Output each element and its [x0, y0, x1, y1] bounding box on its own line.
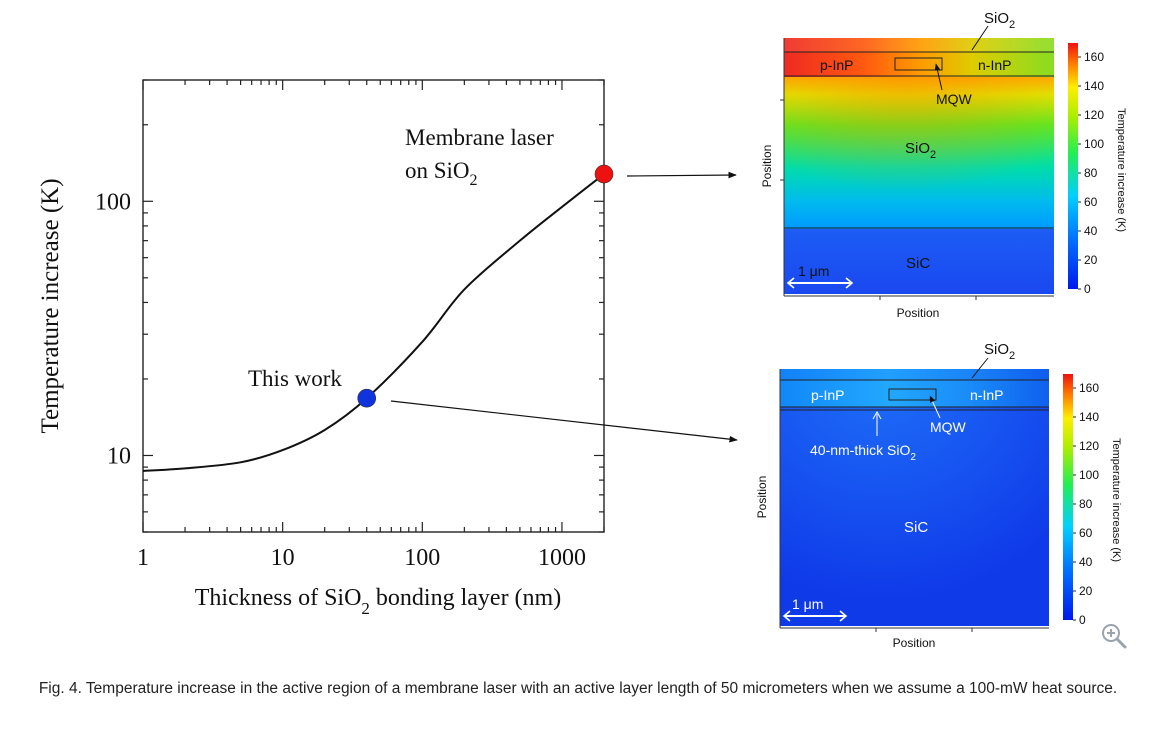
- colorbar-tick-label: 20: [1079, 584, 1093, 598]
- colorbar-tick-label: 140: [1079, 410, 1099, 424]
- sio2-center-label: SiO2: [905, 140, 936, 161]
- zoom-in-icon[interactable]: [1100, 622, 1128, 650]
- mqw-label: MQW: [936, 91, 973, 107]
- colorbar-tick-label: 0: [1079, 613, 1086, 627]
- thin-sio2-label: 40-nm-thick SiO2: [810, 442, 916, 463]
- x-axis-label: Thickness of SiO2 bonding layer (nm): [195, 585, 561, 618]
- y-axis-label: Temperature increase (K): [37, 178, 64, 433]
- x-tick-label: 10: [271, 545, 295, 571]
- sio2-top-label: SiO2: [984, 341, 1015, 362]
- figure-caption: Fig. 4. Temperature increase in the acti…: [38, 680, 1118, 697]
- temperature-curve: [142, 173, 605, 472]
- markers: [357, 164, 614, 408]
- colorbar-tick-label: 160: [1084, 50, 1104, 64]
- x-ticks: [142, 80, 605, 532]
- x-tick-label: 1: [137, 545, 149, 571]
- colorbar-tick-label: 140: [1084, 79, 1104, 93]
- x-tick-label: 100: [404, 545, 440, 571]
- x-tick-labels: 1 10 100 1000: [137, 545, 586, 571]
- colorbar-tick-label: 120: [1079, 439, 1099, 453]
- colorbar-tick-label: 100: [1079, 468, 1099, 482]
- scale-bar-label: 1 μm: [792, 596, 823, 612]
- y-tick-labels: 10 100: [95, 189, 131, 469]
- colorbar-tick-label: 0: [1084, 282, 1091, 296]
- colorbar-tick-label: 40: [1084, 224, 1098, 238]
- x-tick-label: 1000: [538, 545, 586, 571]
- colorbar-tick-label: 80: [1079, 497, 1093, 511]
- colorbar-tick-label: 60: [1084, 195, 1098, 209]
- sic-region: [780, 369, 1049, 626]
- colorbar: [1063, 374, 1073, 620]
- membrane-laser-marker: [594, 164, 614, 184]
- n-inp-label: n-InP: [978, 57, 1011, 73]
- this-work-marker: [357, 388, 377, 408]
- y-ticks: [143, 79, 604, 533]
- colorbar-tick-label: 160: [1079, 381, 1099, 395]
- colorbar-ticks: 160 140 120 100 80 60 40 20 0: [1078, 50, 1104, 296]
- sio2-top-label: SiO2: [984, 10, 1015, 31]
- mqw-box: [888, 388, 937, 401]
- mqw-box: [894, 57, 943, 71]
- colorbar-title: Temperature increase (K): [1110, 438, 1122, 562]
- mqw-label: MQW: [930, 419, 967, 435]
- inp-layer: [784, 52, 1054, 77]
- colorbar: [1068, 43, 1078, 289]
- x-position-label: Position: [897, 306, 940, 320]
- y-position-label: Position: [755, 476, 769, 519]
- sic-label: SiC: [904, 519, 928, 536]
- colorbar-title: Temperature increase (K): [1115, 108, 1127, 232]
- colorbar-tick-label: 60: [1079, 526, 1093, 540]
- arrow-to-top-map: [626, 171, 737, 179]
- inp-layer: [780, 380, 1049, 407]
- colorbar-tick-label: 80: [1084, 166, 1098, 180]
- y-tick-label: 100: [95, 189, 131, 215]
- top-sio2-layer: [780, 369, 1049, 380]
- sic-label: SiC: [906, 255, 930, 272]
- heatmap-this-work: p-InP n-InP MQW 40-nm-thick SiO2 SiC SiO…: [755, 341, 1122, 650]
- y-tick-label: 10: [107, 443, 131, 469]
- p-inp-label: p-InP: [811, 387, 844, 403]
- colorbar-tick-label: 100: [1084, 137, 1104, 151]
- arrow-to-bottom-map: [390, 400, 738, 443]
- plot-frame: [142, 79, 605, 533]
- y-position-label: Position: [760, 145, 774, 188]
- n-inp-label: n-InP: [970, 387, 1003, 403]
- top-sio2-layer: [784, 38, 1054, 52]
- this-work-label: This work: [248, 366, 342, 391]
- membrane-laser-label-line2: on SiO2: [405, 158, 478, 189]
- x-position-label: Position: [893, 636, 936, 650]
- colorbar-tick-label: 20: [1084, 253, 1098, 267]
- membrane-laser-label: Membrane laser: [405, 125, 554, 150]
- colorbar-tick-label: 40: [1079, 555, 1093, 569]
- colorbar-tick-label: 120: [1084, 108, 1104, 122]
- scale-bar-label: 1 μm: [798, 263, 829, 279]
- p-inp-label: p-InP: [820, 57, 853, 73]
- colorbar-ticks: 160 140 120 100 80 60 40 20 0: [1073, 381, 1099, 627]
- temperature-plot: 1 10 100 1000 10 100 Thickness of SiO2 bondi…: [37, 79, 738, 618]
- heatmap-membrane-laser: p-InP n-InP MQW SiO2 SiC SiO2 1 μm Posit…: [760, 10, 1127, 320]
